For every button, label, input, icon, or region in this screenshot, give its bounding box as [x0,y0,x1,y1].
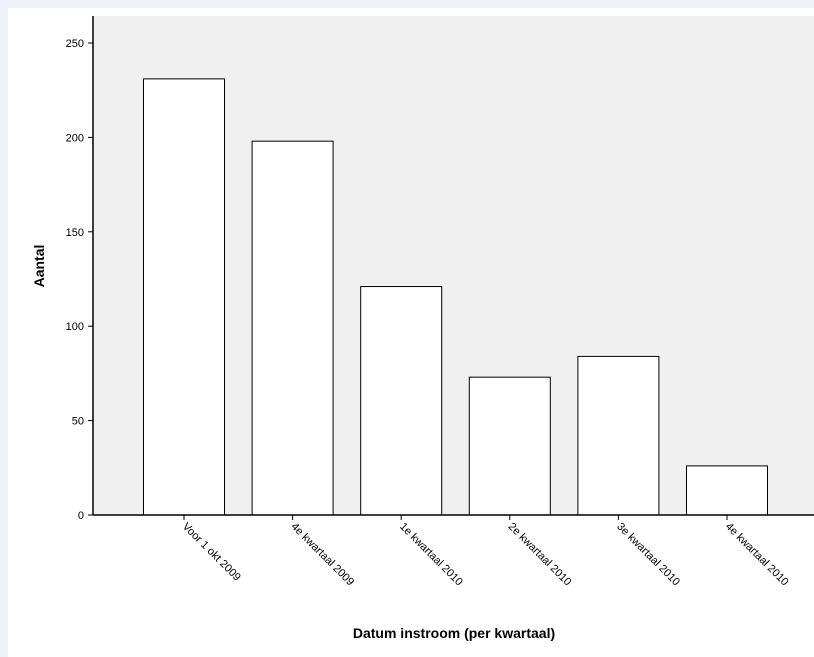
y-tick-label: 50 [72,416,84,428]
x-axis-title: Datum instroom (per kwartaal) [353,625,555,641]
y-tick-label: 0 [78,510,84,522]
y-tick-label: 100 [66,321,84,333]
x-category-label: 2e kwartaal 2010 [506,521,574,589]
bars-group [143,78,768,516]
bar [468,376,551,516]
bar [143,78,225,516]
window-left-edge [0,0,8,657]
x-category-label: 3e kwartaal 2010 [614,521,682,589]
bar [360,286,443,516]
window-top-edge [0,0,814,8]
bar [686,465,768,516]
bar [577,355,660,516]
y-axis-title: Aantal [31,245,47,288]
y-tick-label: 150 [66,227,84,239]
x-category-label: 4e kwartaal 2010 [723,521,791,589]
bar [251,140,334,516]
x-ticks-group: Voor 1 okt 2009 4e kwartaal 2009 1e kwarta… [180,515,791,588]
x-category-label: 1e kwartaal 2010 [397,521,465,589]
y-tick-label: 200 [66,132,84,144]
y-tick-label: 250 [66,38,84,50]
x-category-label: 4e kwartaal 2009 [288,521,356,589]
y-ticks-group: 0 50 100 150 200 250 [66,38,93,522]
x-category-label: Voor 1 okt 2009 [180,521,243,584]
